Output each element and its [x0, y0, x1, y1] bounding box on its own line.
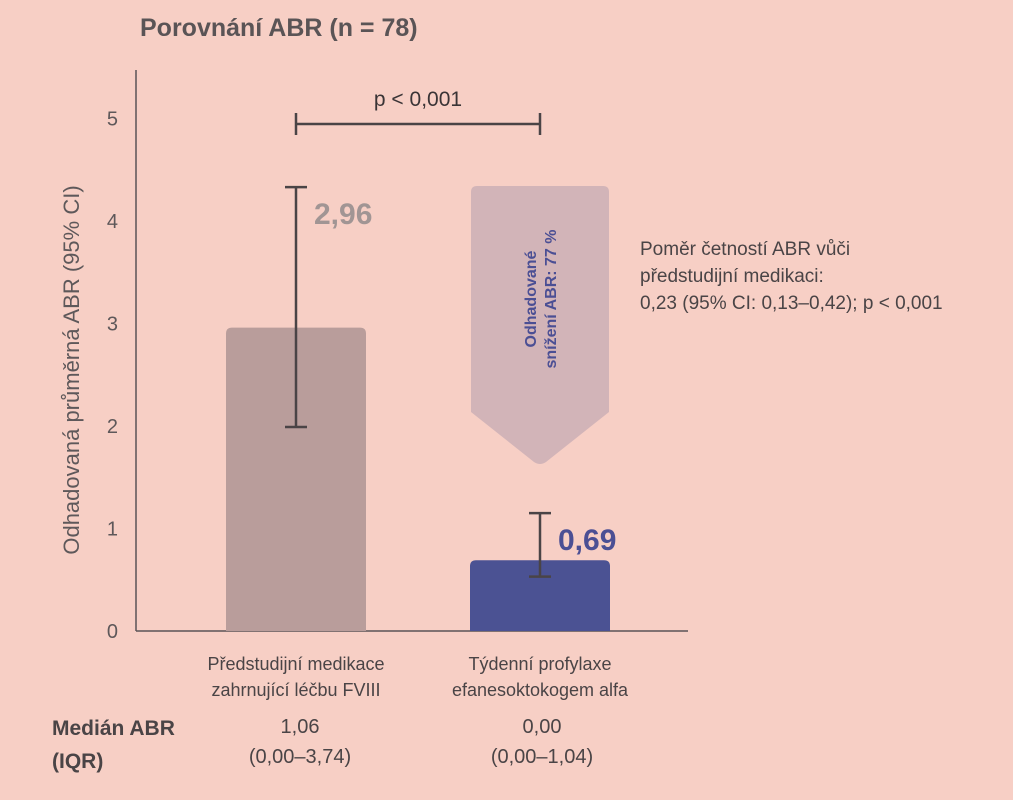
y-tick-label: 5	[107, 109, 118, 131]
y-tick-label: 1	[107, 519, 118, 541]
reduction-arrow-line: Odhadované	[523, 250, 540, 347]
y-tick-label: 3	[107, 314, 118, 336]
significance-label: p < 0,001	[374, 88, 462, 111]
x-category-label: Týdenní profylaxe	[468, 654, 611, 674]
median-value-prestudy: 1,06 (0,00–3,74)	[190, 712, 410, 772]
x-category-label: efanesoktokogem alfa	[452, 680, 629, 700]
median-row-label: Medián ABR (IQR)	[52, 712, 175, 778]
rate-ratio-annotation: Poměr četností ABR vůči předstudijní med…	[640, 236, 943, 317]
annotation-line: 0,23 (95% CI: 0,13–0,42); p < 0,001	[640, 293, 943, 314]
median-label-line: (IQR)	[52, 750, 104, 773]
bar	[470, 560, 610, 631]
median-label-line: Medián ABR	[52, 717, 175, 740]
chart-title: Porovnání ABR (n = 78)	[140, 14, 418, 42]
median-value-efanesoctocog: 0,00 (0,00–1,04)	[432, 712, 652, 772]
y-tick-label: 0	[107, 621, 118, 643]
data-label: 0,69	[558, 524, 616, 557]
median-iqr: (0,00–1,04)	[490, 746, 594, 768]
median-value: 0,00	[522, 716, 562, 738]
reduction-arrow	[471, 186, 609, 464]
y-tick-label: 4	[107, 211, 118, 233]
median-iqr: (0,00–3,74)	[248, 746, 352, 768]
reduction-arrow-label: Odhadované snížení ABR: 77 %	[523, 230, 560, 369]
x-category-label: Předstudijní medikace	[207, 654, 384, 674]
annotation-line: Poměr četností ABR vůči	[640, 239, 851, 260]
bar	[226, 327, 366, 631]
data-label: 2,96	[314, 198, 372, 231]
y-tick-label: 2	[107, 416, 118, 438]
annotation-line: předstudijní medikaci:	[640, 266, 824, 287]
x-category-label: zahrnující léčbu FVIII	[211, 680, 380, 700]
median-value: 1,06	[280, 716, 320, 738]
reduction-arrow-line: snížení ABR: 77 %	[543, 230, 560, 369]
